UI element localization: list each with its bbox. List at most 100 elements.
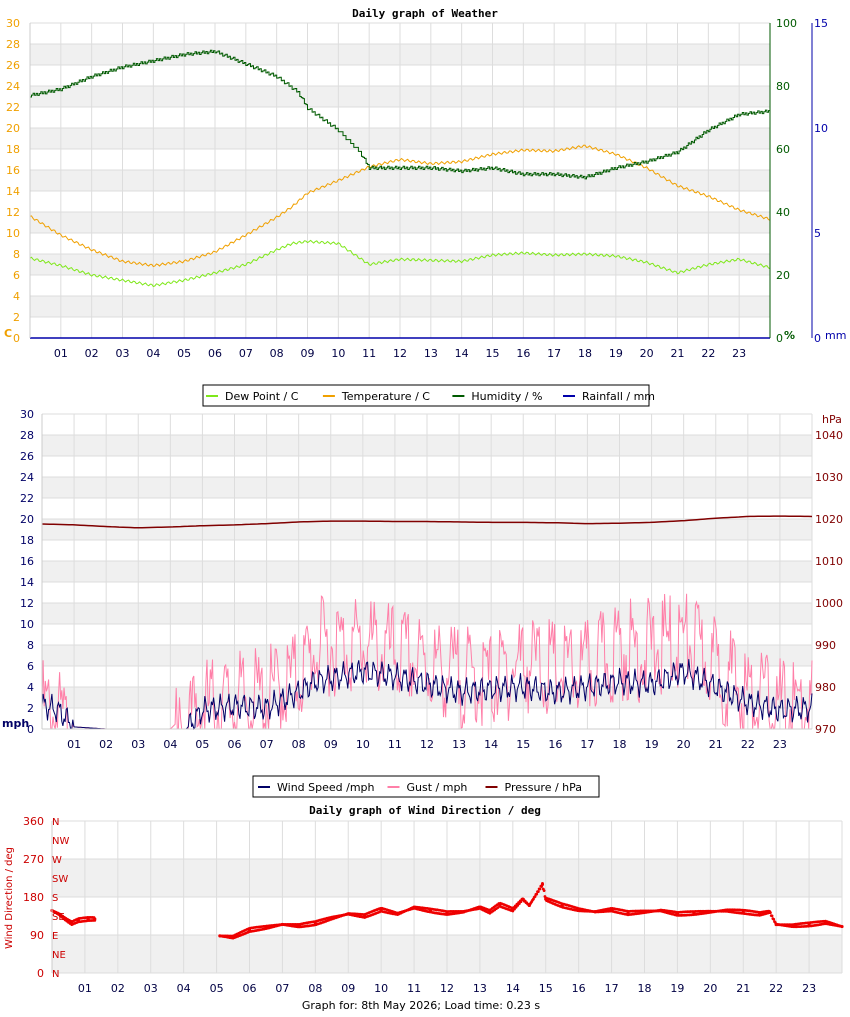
wind-direction-point [593, 910, 597, 914]
temperature-tick-label: 20 [6, 122, 20, 135]
weather-hour-tick-label: 12 [393, 347, 407, 360]
wind-direction-point [247, 928, 252, 932]
direction-degree-tick-label: 180 [23, 891, 44, 904]
direction-hour-tick-label: 15 [539, 982, 553, 995]
direction-hour-tick-label: 02 [111, 982, 125, 995]
compass-tick-label: NE [52, 950, 66, 961]
weather-hour-tick-label: 01 [54, 347, 68, 360]
wind-speed-tick-label: 22 [20, 492, 34, 505]
compass-tick-label: NW [52, 836, 69, 847]
direction-hour-tick-label: 20 [703, 982, 717, 995]
humidity-unit-label: % [784, 329, 795, 342]
direction-degree-tick-label: 90 [30, 929, 44, 942]
wind-speed-tick-label: 6 [27, 660, 34, 673]
direction-hour-tick-label: 03 [144, 982, 158, 995]
temperature-unit-label: C [4, 327, 12, 340]
weather-hour-tick-label: 14 [455, 347, 469, 360]
wind-hour-tick-label: 11 [388, 738, 402, 751]
weather-hour-tick-label: 11 [362, 347, 376, 360]
direction-hour-tick-label: 14 [506, 982, 520, 995]
wind-hour-tick-label: 09 [324, 738, 338, 751]
wind-hour-tick-label: 15 [516, 738, 530, 751]
compass-tick-label: SW [52, 874, 68, 885]
compass-tick-label: W [52, 855, 62, 866]
weather-hour-tick-label: 07 [239, 347, 253, 360]
pressure-tick-label: 1000 [815, 597, 843, 610]
wind-direction-point [840, 924, 844, 929]
wind-hour-tick-label: 05 [195, 738, 209, 751]
wind-direction-point [461, 910, 466, 914]
temperature-tick-label: 10 [6, 227, 20, 240]
direction-hour-tick-label: 04 [177, 982, 191, 995]
pressure-tick-label: 1040 [815, 429, 843, 442]
wind-legend: Wind Speed /mph Gust / mph Pressure / hPa [252, 775, 600, 798]
wind-hour-tick-label: 14 [484, 738, 498, 751]
wind-direction-point [516, 904, 520, 907]
humidity-tick-label: 100 [776, 17, 797, 30]
weather-legend-box [202, 384, 650, 407]
wind-speed-tick-label: 28 [20, 429, 34, 442]
footer-load-info: Graph for: 8th May 2026; Load time: 0.23… [302, 999, 541, 1012]
wind-direction-point [774, 922, 778, 927]
wind-legend-label: Gust / mph [407, 781, 468, 794]
wind-direction-point [379, 908, 383, 912]
wind-direction-point [823, 920, 828, 924]
wind-hour-tick-label: 19 [645, 738, 659, 751]
wind-legend-box [252, 775, 600, 798]
wind-direction-point [609, 908, 614, 912]
wind-direction-point [428, 908, 433, 913]
pressure-unit-label: hPa [822, 413, 842, 426]
wind-speed-tick-label: 16 [20, 555, 34, 568]
direction-hour-tick-label: 09 [341, 982, 355, 995]
wind-direction-point [514, 905, 518, 909]
pressure-tick-label: 1010 [815, 555, 843, 568]
compass-tick-label: S [52, 893, 58, 904]
pressure-tick-label: 980 [815, 681, 836, 694]
wind-legend-label: Wind Speed /mph [277, 781, 375, 794]
wind-speed-tick-label: 12 [20, 597, 34, 610]
wind-hour-tick-label: 08 [292, 738, 306, 751]
direction-hour-tick-label: 12 [440, 982, 454, 995]
direction-degree-tick-label: 360 [23, 815, 44, 828]
wind-hour-tick-label: 23 [773, 738, 787, 751]
wind-direction-point [519, 900, 523, 904]
wind-direction-point [363, 914, 367, 918]
wind-direction-point [70, 921, 74, 925]
wind-direction-point [642, 910, 647, 914]
compass-tick-label: N [52, 817, 59, 828]
weather-hour-tick-label: 03 [116, 347, 130, 360]
wind-direction-point [535, 892, 539, 896]
weather-hour-tick-label: 08 [270, 347, 284, 360]
wind-hour-tick-label: 12 [420, 738, 434, 751]
wind-direction-point [708, 910, 712, 914]
wind-direction-point [536, 890, 540, 893]
wind-hour-tick-label: 22 [741, 738, 755, 751]
pressure-tick-label: 990 [815, 639, 836, 652]
wind-hour-tick-label: 04 [163, 738, 177, 751]
wind-speed-tick-label: 14 [20, 576, 34, 589]
wind-speed-tick-label: 26 [20, 450, 34, 463]
wind-direction-point [478, 905, 482, 910]
wind-direction-point [445, 911, 449, 915]
wind-speed-tick-label: 4 [27, 681, 34, 694]
temperature-tick-label: 2 [13, 311, 20, 324]
weather-chart-title: Daily graph of Weather [352, 7, 498, 20]
wind-direction-point [511, 908, 515, 912]
temperature-tick-label: 26 [6, 59, 20, 72]
wind-hour-tick-label: 01 [67, 738, 81, 751]
wind-direction-point [741, 910, 745, 914]
weather-hour-tick-label: 20 [640, 347, 654, 360]
wind-direction-point [791, 924, 795, 928]
wind-direction-axis-label: Wind Direction / deg [4, 847, 15, 949]
direction-degree-tick-label: 270 [23, 853, 44, 866]
weather-legend-label: Humidity / % [471, 390, 542, 403]
wind-speed-tick-label: 30 [20, 408, 34, 421]
temperature-tick-label: 8 [13, 248, 20, 261]
wind-direction-point [770, 914, 774, 918]
wind-direction-point [538, 887, 542, 891]
humidity-tick-label: 0 [776, 332, 783, 345]
wind-direction-point [521, 897, 525, 901]
wind-speed-tick-label: 24 [20, 471, 34, 484]
wind-speed-tick-label: 2 [27, 702, 34, 715]
wind-direction-point [577, 908, 581, 912]
